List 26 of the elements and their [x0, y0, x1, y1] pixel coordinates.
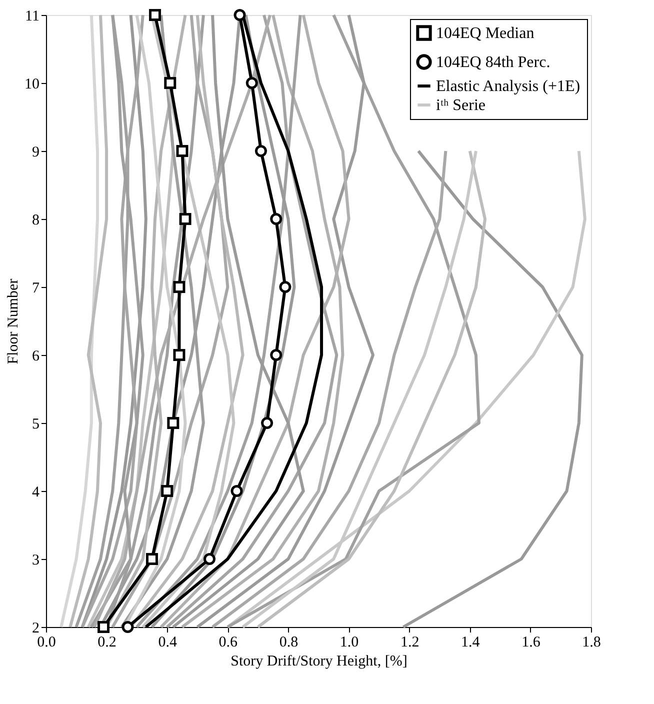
- y-tick-label: 6: [32, 348, 40, 364]
- x-tick-label: 1.6: [522, 634, 541, 650]
- legend-label: iᵗʰ Serie: [436, 97, 486, 114]
- y-tick-label: 7: [32, 280, 40, 296]
- x-tick-label: 0.4: [158, 634, 178, 650]
- y-tick-label: 8: [32, 212, 40, 228]
- y-axis-title: Floor Number: [6, 278, 22, 364]
- y-tick-label: 9: [32, 144, 40, 160]
- y-tick-label: 3: [32, 552, 40, 568]
- x-tick-label: 0.2: [98, 634, 116, 650]
- x-tick-label: 1.4: [461, 634, 480, 650]
- y-tick-label: 2: [32, 620, 40, 636]
- x-tick-label: 1.2: [400, 634, 420, 650]
- x-axis-title: Story Drift/Story Height, [%]: [230, 654, 408, 670]
- y-tick-label: 10: [24, 76, 40, 92]
- y-tick-label: 5: [32, 416, 40, 432]
- legend-label: Elastic Analysis (+1E): [436, 78, 580, 95]
- x-tick-label: 1.8: [582, 634, 601, 650]
- y-tick-label: 4: [32, 484, 40, 500]
- legend-label: 104EQ 84th Perc.: [436, 54, 550, 71]
- x-tick-label: 0.8: [279, 634, 298, 650]
- x-tick-label: 1.0: [340, 634, 359, 650]
- x-tick-label: 0.6: [218, 634, 238, 650]
- legend-label: 104EQ Median: [436, 25, 534, 42]
- x-tick-label: 0.0: [37, 634, 56, 650]
- y-tick-label: 11: [25, 8, 40, 24]
